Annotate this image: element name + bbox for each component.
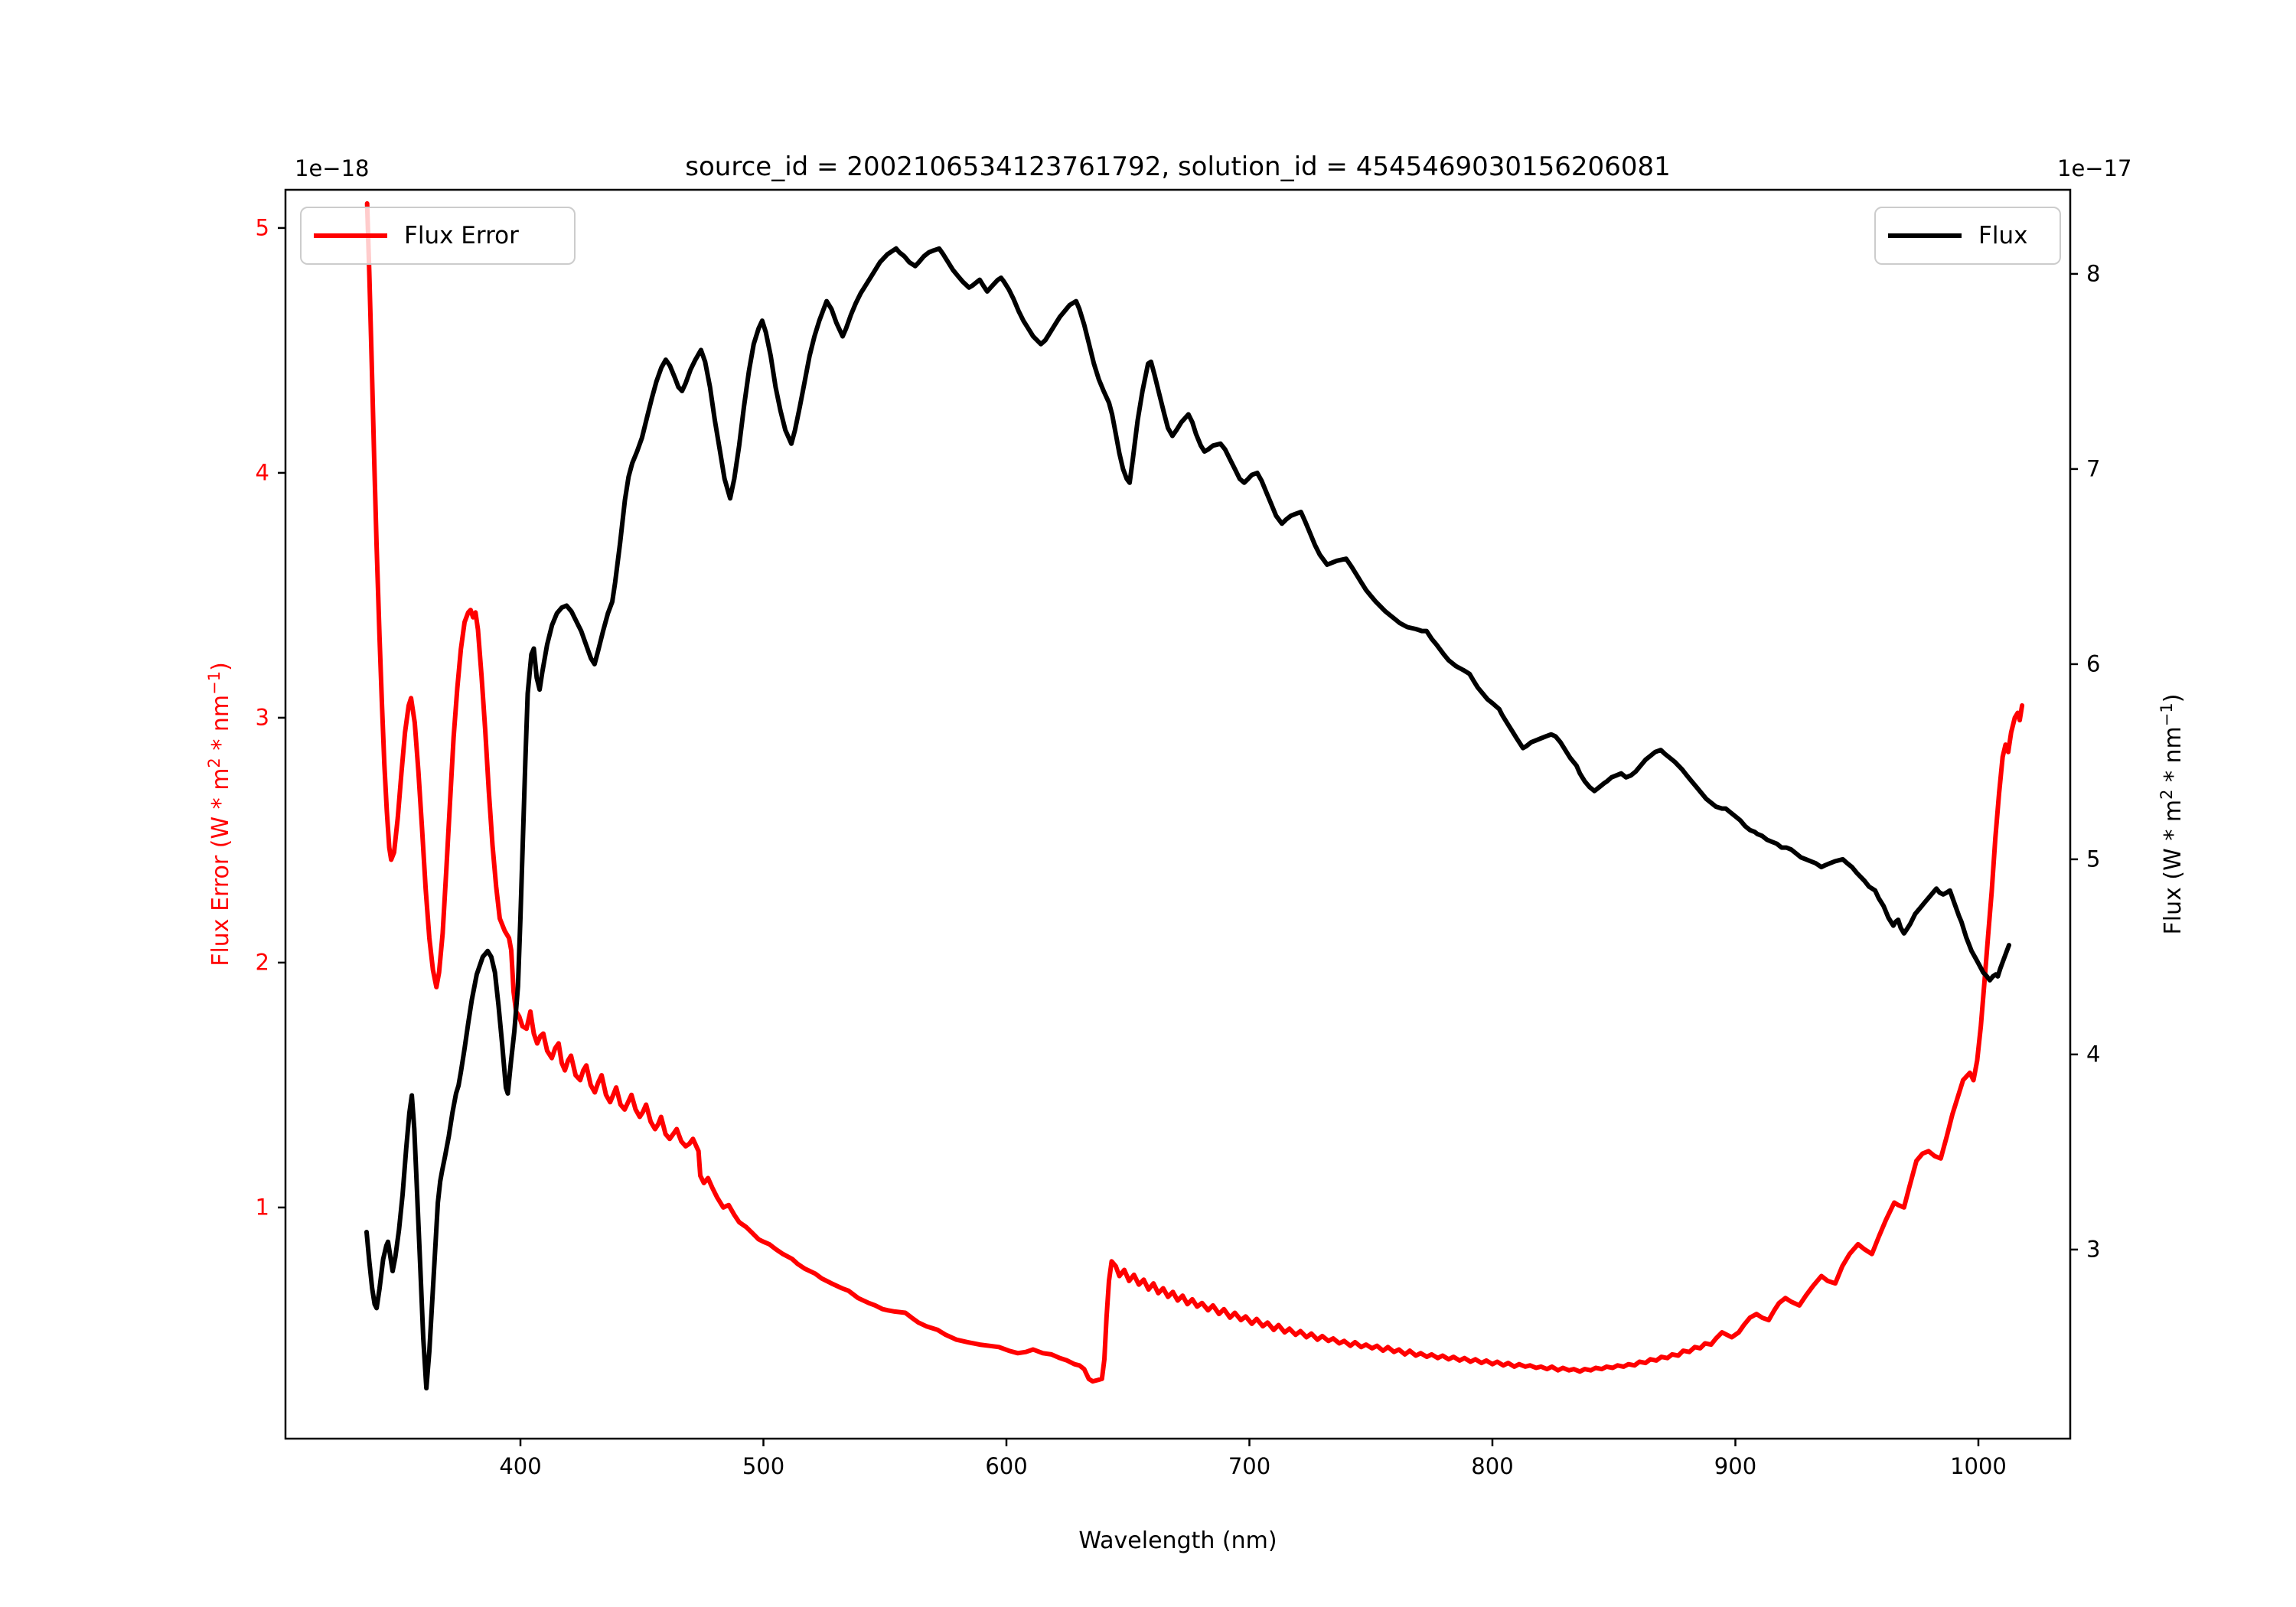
flux-error-legend-label: Flux Error [404, 222, 519, 249]
flux-error-line [364, 200, 2025, 1384]
x-tick-label: 800 [1471, 1453, 1514, 1479]
right-axis-label-sup2: 2 [2157, 789, 2176, 800]
left-tick-label: 1 [255, 1194, 269, 1221]
right-axis-label-mid: * nm [2160, 726, 2187, 790]
left-axis-label-post: ) [207, 662, 234, 671]
left-axis-label-supm1: −1 [205, 670, 223, 695]
right-axis-label-post: ) [2160, 693, 2187, 703]
left-tick-label: 2 [255, 949, 269, 976]
left-axis-label: Flux Error (W * m2 * nm−1) [205, 662, 234, 966]
left-axis-offset-text: 1e−18 [295, 155, 370, 181]
x-tick-label: 1000 [1950, 1453, 2007, 1479]
axis-ticks [278, 227, 2078, 1446]
x-tick-label: 900 [1714, 1453, 1757, 1479]
right-axis-label-text: Flux (W * m [2160, 799, 2187, 935]
x-tick-label: 500 [742, 1453, 785, 1479]
right-tick-label: 3 [2086, 1236, 2101, 1263]
flux-legend-swatch [1888, 233, 1962, 238]
left-axis-label-mid: * nm [207, 694, 234, 758]
right-tick-label: 8 [2086, 260, 2101, 287]
right-tick-label: 5 [2086, 846, 2101, 872]
left-axis-label-text: Flux Error (W * m [207, 768, 234, 966]
left-axis-label-sup2: 2 [205, 758, 223, 768]
x-tick-label: 600 [985, 1453, 1028, 1479]
x-axis-label: Wavelength (nm) [1078, 1527, 1277, 1554]
right-tick-label: 7 [2086, 455, 2101, 482]
chart-title: source_id = 2002106534123761792, solutio… [685, 152, 1671, 182]
flux-line [364, 246, 2011, 1390]
left-tick-label: 4 [255, 459, 269, 486]
legend-flux-error: Flux Error [300, 207, 576, 265]
flux-error-legend-swatch [314, 233, 387, 238]
left-tick-label: 3 [255, 704, 269, 731]
left-tick-label: 5 [255, 214, 269, 241]
right-axis-label: Flux (W * m2 * nm−1) [2157, 694, 2187, 935]
flux-legend-label: Flux [1978, 222, 2028, 249]
right-tick-label: 6 [2086, 650, 2101, 677]
plot-border [284, 188, 2072, 1440]
x-tick-label: 400 [499, 1453, 542, 1479]
right-axis-label-supm1: −1 [2157, 702, 2176, 727]
right-axis-offset-text: 1e−17 [2057, 155, 2132, 181]
legend-flux: Flux [1874, 207, 2061, 265]
right-tick-label: 4 [2086, 1041, 2101, 1068]
x-tick-label: 700 [1228, 1453, 1271, 1479]
